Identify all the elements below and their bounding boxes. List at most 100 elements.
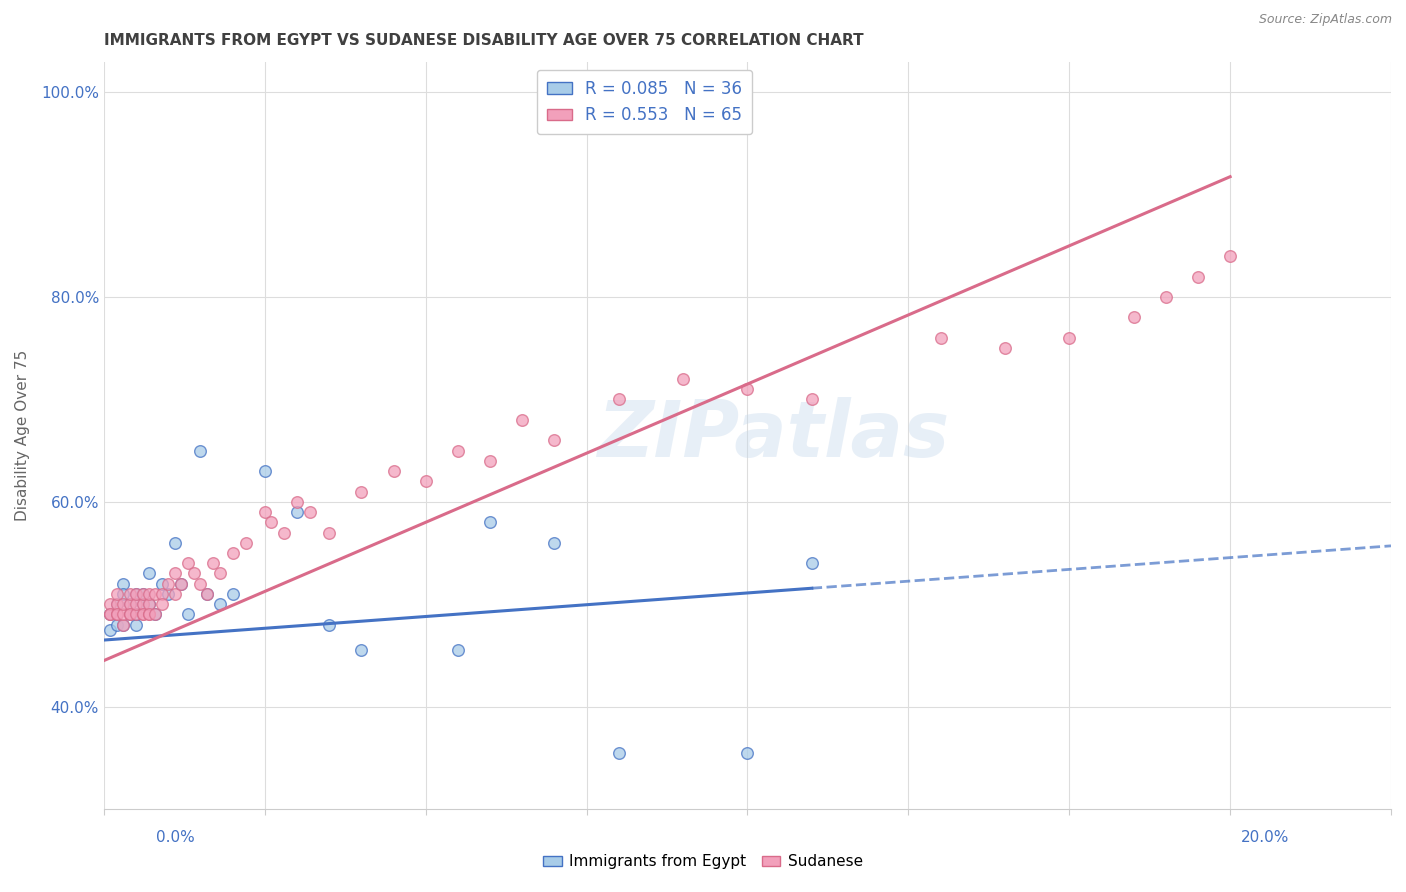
Point [221, 587, 243, 601]
Point [163, 566, 186, 581]
Point [737, 746, 759, 760]
Point [150, 597, 173, 611]
Point [100, 623, 122, 637]
Point [131, 597, 153, 611]
Point [318, 525, 340, 540]
Point [273, 525, 295, 540]
Point [157, 576, 180, 591]
Point [253, 505, 276, 519]
Point [510, 413, 533, 427]
Point [138, 566, 160, 581]
Point [138, 607, 160, 622]
Point [1122, 310, 1144, 325]
Point [1219, 249, 1241, 263]
Point [125, 607, 148, 622]
Point [138, 607, 160, 622]
Point [163, 587, 186, 601]
Point [607, 746, 630, 760]
Point [190, 576, 212, 591]
Point [138, 587, 160, 601]
Point [125, 617, 148, 632]
Text: Source: ZipAtlas.com: Source: ZipAtlas.com [1258, 13, 1392, 27]
Point [145, 607, 167, 622]
Point [125, 607, 148, 622]
Point [105, 597, 128, 611]
Text: 20.0%: 20.0% [1241, 830, 1289, 845]
Point [118, 607, 141, 622]
Point [190, 443, 212, 458]
Point [737, 382, 759, 396]
Point [221, 546, 243, 560]
Point [170, 576, 193, 591]
Point [131, 607, 153, 622]
Point [100, 607, 122, 622]
Point [112, 607, 135, 622]
Point [145, 607, 167, 622]
Point [170, 576, 193, 591]
Y-axis label: Disability Age Over 75: Disability Age Over 75 [15, 350, 30, 521]
Point [105, 617, 128, 632]
Point [285, 495, 308, 509]
Point [285, 505, 308, 519]
Point [112, 597, 135, 611]
Point [672, 372, 695, 386]
Point [202, 556, 225, 570]
Point [350, 643, 373, 657]
Point [131, 587, 153, 601]
Point [138, 597, 160, 611]
Point [208, 597, 231, 611]
Point [150, 576, 173, 591]
Point [479, 454, 502, 468]
Point [1154, 290, 1177, 304]
Point [350, 484, 373, 499]
Point [118, 607, 141, 622]
Point [195, 587, 218, 601]
Point [125, 587, 148, 601]
Point [208, 566, 231, 581]
Point [100, 607, 122, 622]
Point [145, 587, 167, 601]
Point [100, 597, 122, 611]
Text: 0.0%: 0.0% [156, 830, 195, 845]
Point [105, 587, 128, 601]
Point [929, 331, 952, 345]
Point [118, 597, 141, 611]
Point [176, 556, 198, 570]
Point [800, 392, 823, 407]
Point [479, 516, 502, 530]
Point [176, 607, 198, 622]
Point [150, 587, 173, 601]
Point [131, 597, 153, 611]
Point [543, 535, 565, 549]
Point [260, 516, 283, 530]
Point [447, 443, 470, 458]
Point [235, 535, 257, 549]
Point [1057, 331, 1080, 345]
Point [163, 535, 186, 549]
Point [415, 475, 437, 489]
Point [112, 617, 135, 632]
Point [195, 587, 218, 601]
Point [118, 587, 141, 601]
Point [253, 464, 276, 478]
Point [125, 587, 148, 601]
Point [543, 434, 565, 448]
Text: IMMIGRANTS FROM EGYPT VS SUDANESE DISABILITY AGE OVER 75 CORRELATION CHART: IMMIGRANTS FROM EGYPT VS SUDANESE DISABI… [104, 33, 863, 48]
Point [138, 597, 160, 611]
Point [382, 464, 405, 478]
Legend: Immigrants from Egypt, Sudanese: Immigrants from Egypt, Sudanese [537, 848, 869, 875]
Point [118, 607, 141, 622]
Point [1187, 269, 1209, 284]
Point [105, 607, 128, 622]
Point [183, 566, 205, 581]
Point [118, 597, 141, 611]
Point [105, 597, 128, 611]
Point [131, 607, 153, 622]
Point [131, 587, 153, 601]
Point [100, 607, 122, 622]
Point [125, 597, 148, 611]
Point [607, 392, 630, 407]
Point [994, 341, 1017, 355]
Point [318, 617, 340, 632]
Point [112, 576, 135, 591]
